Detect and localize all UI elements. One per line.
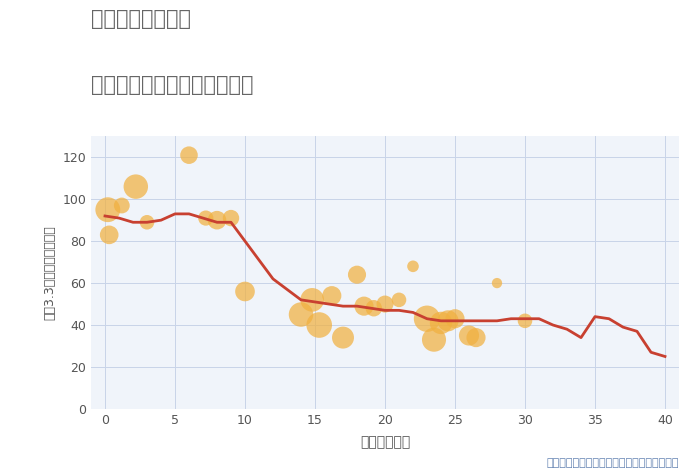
Point bbox=[491, 279, 503, 287]
Point bbox=[358, 302, 370, 310]
Point bbox=[470, 334, 482, 341]
X-axis label: 築年数（年）: 築年数（年） bbox=[360, 435, 410, 449]
Y-axis label: 坪（3.3㎡）単価（万円）: 坪（3.3㎡）単価（万円） bbox=[43, 225, 57, 320]
Point bbox=[239, 288, 251, 295]
Point bbox=[314, 321, 325, 329]
Point bbox=[102, 206, 113, 213]
Point bbox=[141, 219, 153, 226]
Point bbox=[435, 319, 447, 327]
Text: 築年数別中古マンション価格: 築年数別中古マンション価格 bbox=[91, 75, 253, 95]
Point bbox=[225, 214, 237, 222]
Point bbox=[368, 305, 379, 312]
Point bbox=[307, 296, 318, 304]
Point bbox=[463, 332, 475, 339]
Point bbox=[449, 315, 461, 322]
Point bbox=[200, 214, 211, 222]
Point bbox=[326, 292, 337, 299]
Point bbox=[116, 202, 127, 209]
Point bbox=[104, 231, 115, 239]
Point bbox=[295, 311, 307, 318]
Point bbox=[379, 300, 391, 308]
Point bbox=[351, 271, 363, 278]
Text: 千葉県市原市皆吉: 千葉県市原市皆吉 bbox=[91, 9, 191, 30]
Point bbox=[421, 315, 433, 322]
Point bbox=[337, 334, 349, 341]
Point bbox=[183, 151, 195, 159]
Text: 円の大きさは、取引のあった物件面積を示す: 円の大きさは、取引のあった物件面積を示す bbox=[547, 458, 679, 468]
Point bbox=[519, 317, 531, 325]
Point bbox=[393, 296, 405, 304]
Point bbox=[407, 263, 419, 270]
Point bbox=[130, 183, 141, 190]
Point bbox=[211, 216, 223, 224]
Point bbox=[428, 336, 440, 344]
Point bbox=[442, 317, 454, 325]
